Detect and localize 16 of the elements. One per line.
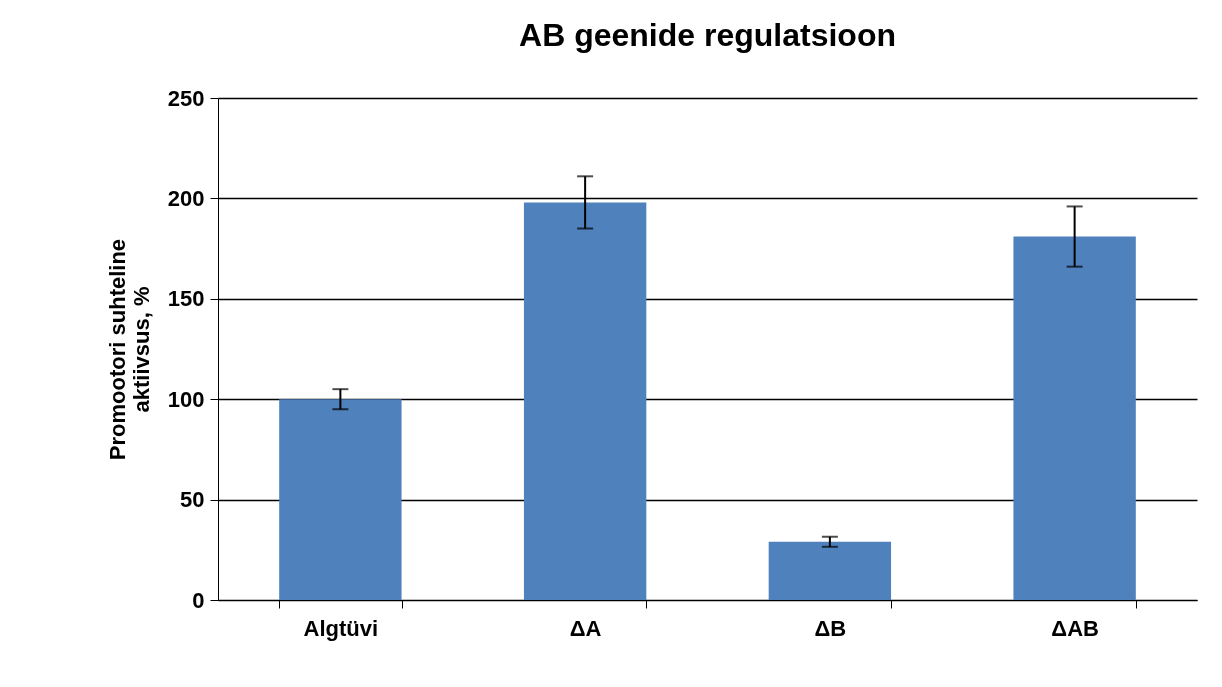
bar xyxy=(523,202,647,600)
y-tick-label: 50 xyxy=(180,487,205,513)
y-tick-label: 100 xyxy=(167,386,205,412)
chart-title: AB geenide regulatsioon xyxy=(519,17,896,53)
y-tick-label: 200 xyxy=(167,185,205,211)
bar xyxy=(1013,236,1136,600)
x-tick-label: ΔAB xyxy=(1051,615,1099,641)
x-tick-label: Algtüvi xyxy=(303,615,379,641)
bar xyxy=(768,541,892,600)
y-tick-label: 150 xyxy=(167,286,205,312)
x-tick-label: ΔA xyxy=(569,615,602,641)
y-axis-title: Promootori suhteline aktiivsus, % xyxy=(104,238,154,461)
x-tick-label: ΔB xyxy=(814,615,847,641)
y-tick-label: 250 xyxy=(167,85,205,111)
y-tick-label: 0 xyxy=(192,587,205,613)
bar xyxy=(279,399,402,600)
